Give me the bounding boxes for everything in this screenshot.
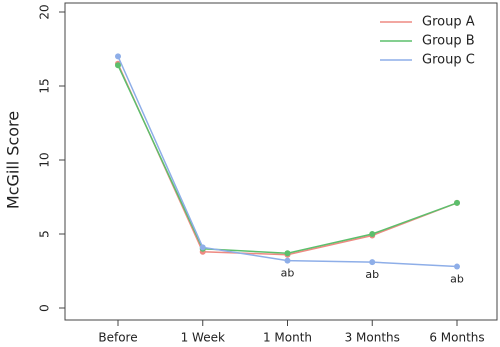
y-tick-label: 10: [38, 152, 52, 167]
x-tick-label: 1 Week: [181, 331, 225, 345]
data-point: [284, 257, 291, 264]
y-axis-label: McGill Score: [4, 111, 23, 209]
data-point: [284, 250, 291, 257]
annotation: ab: [365, 268, 379, 281]
plot-frame: [64, 2, 498, 321]
data-point: [115, 53, 121, 60]
legend-label: Group C: [422, 53, 475, 68]
data-point: [115, 62, 121, 69]
series-line: [117, 63, 458, 256]
data-point: [369, 259, 376, 266]
x-tick-label: Before: [98, 331, 137, 345]
y-tick-label: 0: [38, 304, 52, 312]
x-tick-label: 1 Month: [263, 331, 312, 345]
y-tick-label: 20: [38, 4, 52, 19]
legend-label: Group A: [422, 15, 475, 30]
legend-label: Group B: [422, 34, 475, 49]
annotation: ab: [281, 267, 295, 280]
x-tick-label: 6 Months: [429, 331, 484, 345]
annotation: ab: [450, 273, 464, 286]
y-tick-label: 15: [38, 78, 52, 93]
data-point: [454, 199, 460, 206]
series-line: [117, 56, 458, 268]
series-line: [117, 64, 458, 254]
data-point: [199, 244, 206, 251]
data-point: [454, 263, 460, 270]
y-tick-label: 5: [38, 230, 52, 238]
x-tick-label: 3 Months: [345, 331, 400, 345]
data-point: [369, 231, 376, 237]
